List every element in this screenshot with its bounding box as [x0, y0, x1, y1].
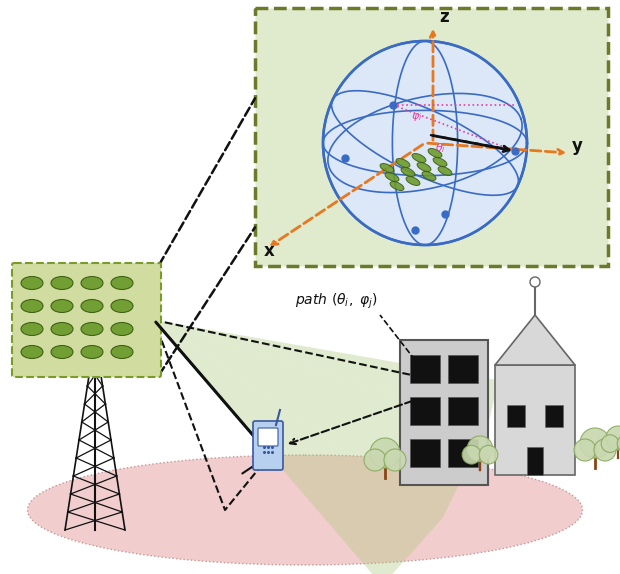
Ellipse shape — [51, 277, 73, 289]
Ellipse shape — [401, 168, 415, 176]
Ellipse shape — [412, 153, 426, 162]
Ellipse shape — [422, 172, 436, 180]
Text: $\theta_i$: $\theta_i$ — [435, 141, 446, 155]
Ellipse shape — [21, 323, 43, 335]
Ellipse shape — [21, 346, 43, 359]
Circle shape — [594, 439, 616, 461]
Polygon shape — [154, 320, 489, 518]
Ellipse shape — [428, 149, 442, 157]
Bar — [410, 439, 440, 467]
Circle shape — [574, 439, 596, 461]
FancyBboxPatch shape — [253, 421, 283, 470]
Ellipse shape — [380, 164, 394, 172]
Circle shape — [364, 449, 386, 471]
Circle shape — [462, 445, 481, 464]
Circle shape — [384, 449, 406, 471]
Ellipse shape — [111, 277, 133, 289]
Ellipse shape — [111, 346, 133, 359]
FancyBboxPatch shape — [12, 263, 161, 377]
Ellipse shape — [390, 181, 404, 191]
Ellipse shape — [21, 300, 43, 312]
Bar — [448, 397, 478, 425]
Bar — [400, 340, 488, 485]
Bar — [545, 405, 563, 427]
Text: $\mathbf{y}$: $\mathbf{y}$ — [571, 139, 583, 157]
Ellipse shape — [111, 300, 133, 312]
Bar — [448, 355, 478, 383]
Ellipse shape — [27, 455, 583, 565]
FancyBboxPatch shape — [258, 428, 278, 446]
Ellipse shape — [81, 323, 103, 335]
Text: $\varphi_i$: $\varphi_i$ — [411, 111, 422, 123]
Text: path $(\theta_i,\ \varphi_j)$: path $(\theta_i,\ \varphi_j)$ — [295, 292, 378, 312]
Circle shape — [580, 428, 610, 458]
Ellipse shape — [438, 166, 452, 176]
Ellipse shape — [406, 177, 420, 185]
Circle shape — [479, 445, 498, 464]
Circle shape — [530, 277, 540, 287]
Bar — [410, 397, 440, 425]
Ellipse shape — [111, 323, 133, 335]
Polygon shape — [154, 320, 443, 574]
Ellipse shape — [385, 173, 399, 181]
Polygon shape — [495, 315, 575, 365]
Ellipse shape — [51, 346, 73, 359]
FancyBboxPatch shape — [255, 8, 608, 266]
Text: $\mathbf{x}$: $\mathbf{x}$ — [263, 242, 275, 260]
Bar — [448, 439, 478, 467]
Bar — [507, 405, 525, 427]
Ellipse shape — [433, 157, 447, 166]
Ellipse shape — [396, 158, 410, 168]
Ellipse shape — [417, 162, 431, 172]
Circle shape — [370, 438, 400, 468]
Ellipse shape — [81, 346, 103, 359]
Bar — [527, 447, 543, 475]
Bar — [495, 365, 575, 475]
Ellipse shape — [21, 277, 43, 289]
Ellipse shape — [81, 300, 103, 312]
Text: $\mathbf{z}$: $\mathbf{z}$ — [439, 8, 450, 26]
Circle shape — [617, 435, 620, 452]
Bar — [410, 355, 440, 383]
Ellipse shape — [51, 300, 73, 312]
Circle shape — [467, 436, 493, 461]
Ellipse shape — [51, 323, 73, 335]
Circle shape — [323, 41, 527, 245]
Ellipse shape — [81, 277, 103, 289]
Circle shape — [606, 426, 620, 450]
Polygon shape — [154, 320, 498, 424]
Circle shape — [601, 435, 619, 452]
